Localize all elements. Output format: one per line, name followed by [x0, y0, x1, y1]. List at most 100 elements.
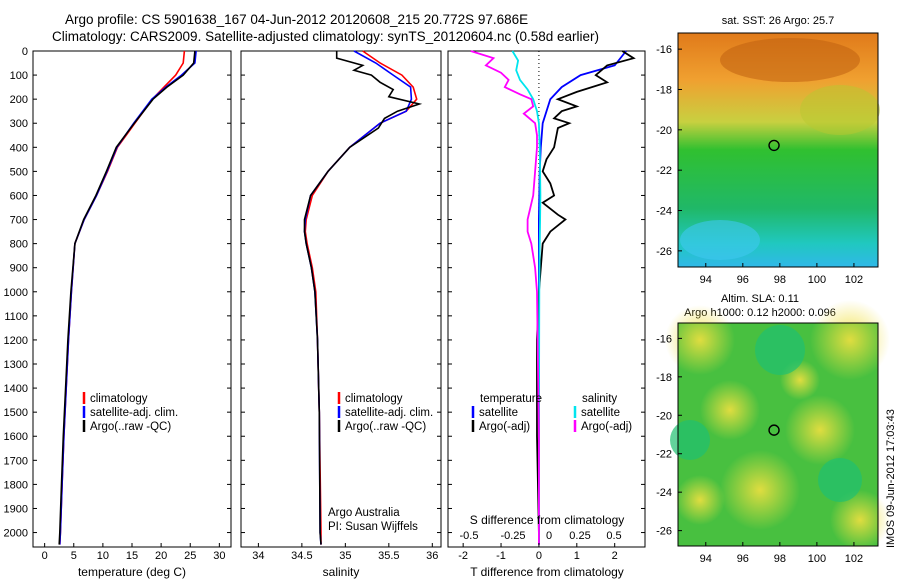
- depth-tick-label: 1900: [4, 503, 28, 515]
- sst-cool-patch: [680, 220, 760, 260]
- sla-high-patch: [675, 475, 725, 525]
- depth-tick-label: 1300: [4, 359, 28, 371]
- legend-temperature-title: temperature: [480, 393, 542, 405]
- depth-tick-label: 600: [10, 190, 28, 202]
- sla-low-patch: [755, 325, 805, 375]
- sla-high-patch: [810, 300, 890, 380]
- temperature-xtick-label: 10: [97, 550, 109, 562]
- depth-tick-label: 1000: [4, 287, 28, 299]
- difference-xtick-label: -2: [458, 550, 468, 562]
- sla-low-patch: [818, 458, 862, 502]
- sla-map-xtick-label: 96: [737, 553, 749, 565]
- temperature-axes-frame: [32, 50, 232, 548]
- sal-legend-clim-text: climatology: [345, 393, 403, 405]
- sst-map-frame: [677, 32, 879, 268]
- figure-title-line1: Argo profile: CS 5901638_167 04-Jun-2012…: [65, 12, 529, 27]
- sal-legend-sat-text: satellite-adj. clim.: [345, 407, 433, 419]
- sla-low-patch: [670, 420, 710, 460]
- depth-tick-label: 1200: [4, 335, 28, 347]
- temperature-xtick-label: 30: [213, 550, 225, 562]
- temp-legend-clim-text: climatology: [90, 393, 148, 405]
- sla-map-ytick-label: -22: [656, 449, 672, 461]
- sla-map-ytick-label: -26: [656, 526, 672, 538]
- depth-tick-label: 200: [10, 94, 28, 106]
- imos-timestamp: IMOS 09-Jun-2012 17:03:43: [885, 409, 897, 548]
- sst-map-ytick-label: -26: [656, 246, 672, 258]
- sst-map-title: sat. SST: 26 Argo: 25.7: [722, 15, 835, 27]
- difference-top-tick-label: -0.25: [500, 530, 525, 542]
- depth-tick-label: 1500: [4, 407, 28, 419]
- temp-legend-sat-text: satellite-adj. clim.: [90, 407, 178, 419]
- difference-xlabel-bottom: T difference from climatology: [470, 565, 624, 579]
- temperature-xtick-label: 20: [155, 550, 167, 562]
- depth-tick-label: 1800: [4, 479, 28, 491]
- depth-tick-label: 700: [10, 215, 28, 227]
- depth-tick-label: 1100: [4, 311, 28, 323]
- temperature-xtick-label: 15: [126, 550, 138, 562]
- sst-map-ytick-label: -16: [656, 44, 672, 56]
- difference-axes-frame: [447, 50, 646, 548]
- difference-xlabel-top: S difference from climatology: [470, 513, 625, 527]
- depth-tick-label: 500: [10, 166, 28, 178]
- salinity-xlabel: salinity: [323, 565, 360, 579]
- sla-map-ytick-label: -18: [656, 372, 672, 384]
- difference-xtick-label: 2: [612, 550, 618, 562]
- sst-map-xtick-label: 96: [737, 274, 749, 286]
- salinity-axes-frame: [240, 50, 442, 548]
- salinity-xtick-label: 36: [426, 550, 438, 562]
- sst-map-xtick-label: 100: [808, 274, 826, 286]
- temperature-xlabel: temperature (deg C): [78, 565, 186, 579]
- sst-map-xtick-label: 94: [700, 274, 712, 286]
- figure-title-line2: Climatology: CARS2009. Satellite-adjuste…: [52, 29, 600, 44]
- depth-tick-label: 400: [10, 142, 28, 154]
- depth-tick-label: 100: [10, 70, 28, 82]
- diff-legend-sal-sat-text: satellite: [581, 407, 620, 419]
- sst-map-ytick-label: -18: [656, 84, 672, 96]
- difference-xtick-label: -1: [496, 550, 506, 562]
- sst-mid-patch: [800, 85, 880, 135]
- temp-legend-argo-text: Argo(..raw -QC): [90, 421, 171, 433]
- diff-legend-temp-argo-text: Argo(-adj): [479, 421, 530, 433]
- temperature-series-2: [58, 50, 196, 545]
- sla-map-frame: [677, 322, 879, 547]
- depth-tick-label: 1700: [4, 455, 28, 467]
- temperature-xtick-label: 0: [42, 550, 48, 562]
- sla-map-xtick-label: 102: [845, 553, 863, 565]
- credit-argo-australia: Argo Australia: [328, 507, 400, 519]
- salinity-series-2: [303, 51, 423, 545]
- salinity-xtick-label: 34.5: [291, 550, 312, 562]
- depth-tick-label: 1400: [4, 383, 28, 395]
- depth-tick-label: 2000: [4, 528, 28, 540]
- difference-top-tick-label: 0.25: [569, 530, 590, 542]
- sla-map-ytick-label: -20: [656, 410, 672, 422]
- salinity-xtick-label: 35: [339, 550, 351, 562]
- sst-map-ytick-label: -20: [656, 125, 672, 137]
- sla-map-xtick-label: 98: [774, 553, 786, 565]
- temperature-xtick-label: 5: [71, 550, 77, 562]
- salinity-xtick-label: 34: [252, 550, 264, 562]
- depth-tick-label: 900: [10, 263, 28, 275]
- sla-high-patch: [785, 395, 855, 465]
- sst-warm-patch: [720, 38, 860, 82]
- depth-tick-label: 800: [10, 239, 28, 251]
- diff-legend-sal-argo-text: Argo(-adj): [581, 421, 632, 433]
- sla-map-argo-marker: [768, 424, 780, 436]
- sla-high-patch: [665, 305, 735, 375]
- depth-tick-label: 0: [22, 46, 28, 58]
- sal-legend-argo-text: Argo(..raw -QC): [345, 421, 426, 433]
- difference-series-3: [470, 50, 540, 545]
- salinity-xtick-label: 35.5: [378, 550, 399, 562]
- sla-map-xtick-label: 100: [808, 553, 826, 565]
- depth-tick-label: 1600: [4, 431, 28, 443]
- sst-map-ytick-label: -22: [656, 165, 672, 177]
- sst-map-xtick-label: 102: [845, 274, 863, 286]
- sst-map-xtick-label: 98: [774, 274, 786, 286]
- difference-xtick-label: 0: [536, 550, 542, 562]
- sla-map-xtick-label: 94: [700, 553, 712, 565]
- difference-xtick-label: 1: [574, 550, 580, 562]
- depth-tick-label: 300: [10, 118, 28, 130]
- sst-map-ytick-label: -24: [656, 206, 672, 218]
- temperature-xtick-label: 25: [184, 550, 196, 562]
- sla-map-ytick-label: -24: [656, 487, 672, 499]
